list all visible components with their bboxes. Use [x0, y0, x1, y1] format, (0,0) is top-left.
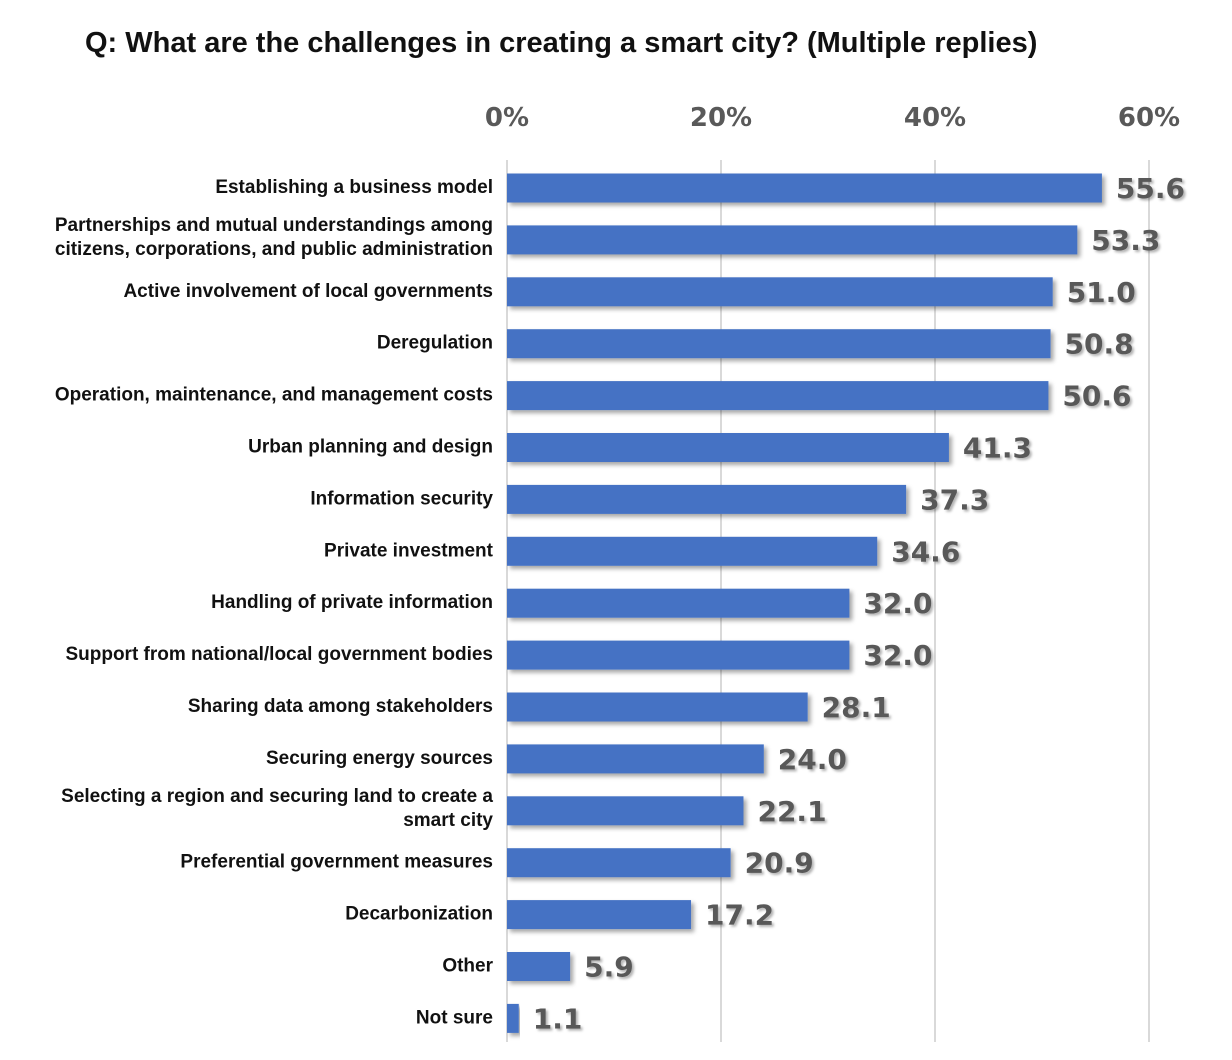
category-label-1: Establishing a business model: [215, 177, 493, 198]
bar-15: [507, 900, 692, 930]
data-label-17: 1.1: [533, 1002, 583, 1035]
category-label-13-line-2: smart city: [403, 810, 493, 831]
data-label-6: 41.3: [963, 432, 1032, 465]
bar-3: [507, 277, 1053, 307]
bar-7: [507, 484, 907, 514]
category-label-16: Other: [442, 956, 493, 977]
bar-8: [507, 536, 878, 566]
data-label-8: 34.6: [891, 535, 960, 568]
category-label-2-line-2: citizens, corporations, and public admin…: [55, 239, 493, 260]
data-label-5: 50.6: [1062, 380, 1131, 413]
data-label-2: 53.3: [1091, 224, 1160, 257]
category-label-5: Operation, maintenance, and management c…: [55, 385, 493, 406]
category-label-13-line-1: Selecting a region and securing land to …: [61, 786, 493, 807]
data-label-12: 24.0: [778, 743, 847, 776]
category-label-12: Securing energy sources: [266, 748, 493, 769]
bar-12: [507, 744, 764, 774]
category-label-15: Decarbonization: [345, 904, 493, 925]
data-label-4: 50.8: [1065, 328, 1134, 361]
category-label-3: Active involvement of local governments: [123, 281, 493, 302]
bar-1: [507, 173, 1102, 203]
category-label-6: Urban planning and design: [248, 437, 493, 458]
bar-5: [507, 381, 1049, 411]
data-label-3: 51.0: [1067, 276, 1136, 309]
category-label-17: Not sure: [416, 1007, 493, 1028]
bar-16: [507, 952, 571, 981]
data-label-7: 37.3: [920, 483, 989, 516]
category-label-14: Preferential government measures: [180, 852, 493, 873]
bar-9: [507, 588, 850, 618]
category-label-2-line-1: Partnerships and mutual understandings a…: [55, 215, 493, 236]
bar-13: [507, 796, 744, 826]
bar-4: [507, 329, 1051, 359]
tick-label-40: 40%: [904, 103, 966, 133]
bar-11: [507, 692, 808, 722]
category-labels: Establishing a business model Partnership…: [55, 177, 494, 1028]
bar-6: [507, 433, 949, 462]
data-label-14: 20.9: [745, 847, 814, 880]
tick-label-20: 20%: [690, 103, 752, 133]
bar-10: [507, 640, 850, 670]
chart-title: Q: What are the challenges in creating a…: [85, 27, 1037, 59]
data-label-1: 55.6: [1116, 172, 1185, 205]
category-label-10: Support from national/local government b…: [65, 644, 493, 665]
data-label-9: 32.0: [863, 587, 932, 620]
bar-14: [507, 848, 731, 878]
category-label-4: Deregulation: [377, 333, 493, 354]
category-label-11: Sharing data among stakeholders: [188, 696, 493, 717]
data-label-16: 5.9: [584, 951, 634, 984]
data-label-13: 22.1: [757, 795, 826, 828]
bars: [507, 173, 1102, 1033]
bar-17: [507, 1003, 519, 1033]
bar-2: [507, 225, 1078, 255]
category-label-8: Private investment: [324, 540, 494, 561]
value-labels: 55.6 53.3 51.0 50.8 50.6 41.3 37.3 34.6 32.0 32.0…: [533, 172, 1185, 1035]
tick-label-60: 60%: [1118, 103, 1180, 133]
tick-label-0: 0%: [485, 103, 529, 133]
data-label-10: 32.0: [863, 639, 932, 672]
category-label-9: Handling of private information: [211, 592, 493, 613]
data-label-15: 17.2: [705, 899, 774, 932]
category-label-7: Information security: [310, 488, 493, 509]
x-axis-ticks: 0% 20% 40% 60%: [485, 103, 1180, 133]
data-label-11: 28.1: [822, 691, 891, 724]
